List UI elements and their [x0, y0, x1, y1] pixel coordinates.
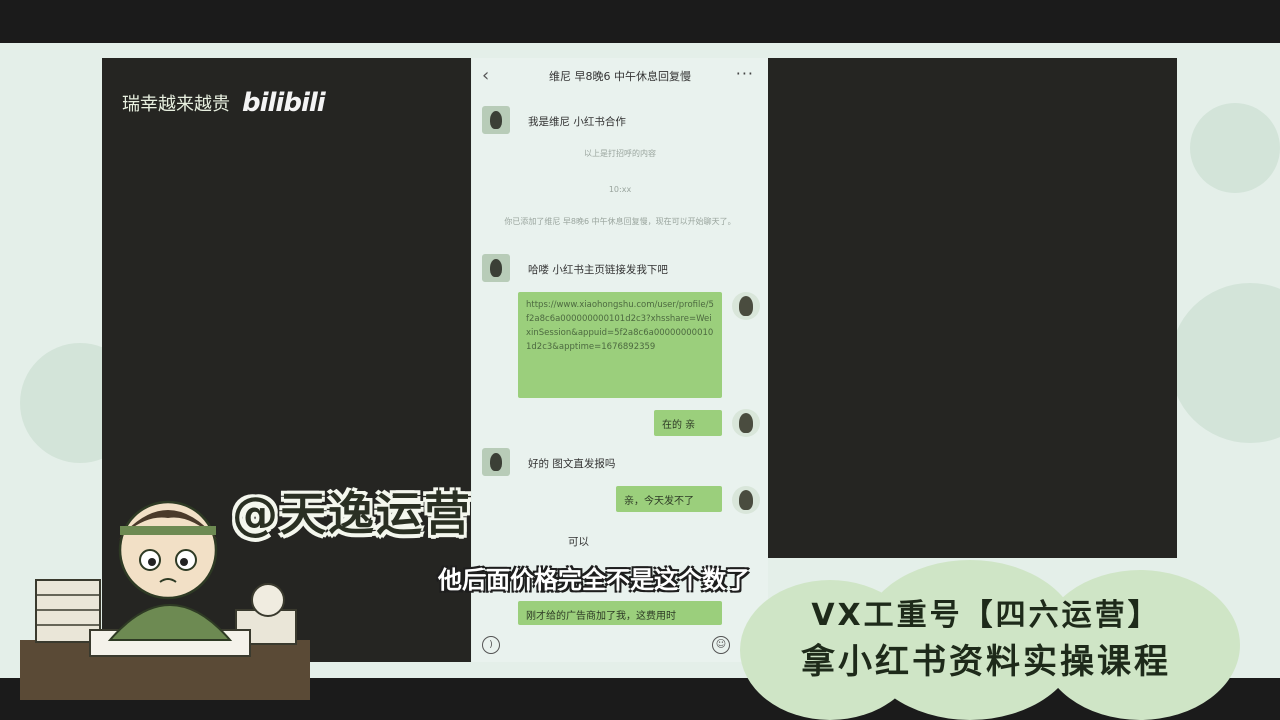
character-pupil	[180, 558, 188, 566]
system-timestamp: 10:xx	[492, 184, 748, 196]
character-body	[110, 605, 230, 640]
promo-title: VX工重号【四六运营】	[786, 590, 1186, 634]
contact-avatar[interactable]	[482, 254, 510, 282]
bilibili-logo: bilibili	[242, 88, 325, 118]
decor-circle	[1170, 283, 1280, 443]
headband	[120, 526, 216, 535]
self-avatar[interactable]	[732, 292, 760, 320]
contact-avatar[interactable]	[482, 448, 510, 476]
video-subtitle: 他后面价格完全不是这个数了	[438, 560, 750, 595]
self-avatar[interactable]	[732, 409, 760, 437]
system-message: 以上是打招呼的内容	[492, 148, 748, 160]
message-text: 可以	[568, 534, 589, 549]
chat-title: 维尼 早8晚6 中午休息回复慢	[472, 68, 768, 84]
watermark-text: 瑞幸越来越贵	[122, 90, 230, 116]
emoji-icon[interactable]: ☺	[712, 636, 730, 654]
message-text: 哈喽 小红书主页链接发我下吧	[528, 262, 668, 277]
system-message: 你已添加了维尼 早8晚6 中午休息回复慢，现在可以开始聊天了。	[492, 216, 748, 228]
link-message-bubble[interactable]: https://www.xiaohongshu.com/user/profile…	[518, 292, 722, 398]
promo-subtitle: 拿小红书资料实操课程	[786, 634, 1186, 683]
voice-icon[interactable]: )	[482, 636, 500, 654]
message-text: 好的 图文直发报吗	[528, 456, 615, 471]
brand-overlay: @天逸运营	[232, 478, 472, 544]
message-bubble[interactable]: 在的 亲	[654, 410, 722, 436]
decor-circle	[1190, 103, 1280, 193]
more-dots-icon[interactable]: ···	[736, 64, 754, 83]
message-bubble[interactable]: 亲，今天发不了	[616, 486, 722, 512]
channel-watermark: 瑞幸越来越贵 bilibili	[122, 88, 325, 118]
character-pupil	[148, 558, 156, 566]
chat-header: ‹ 维尼 早8晚6 中午休息回复慢 ···	[472, 58, 768, 94]
paper-roll	[252, 584, 284, 616]
chat-input-bar: ) ☺	[472, 626, 768, 662]
dark-panel-right	[768, 58, 1177, 558]
message-text: 我是维尼 小红书合作	[528, 114, 626, 129]
contact-avatar[interactable]	[482, 106, 510, 134]
letterbox-top	[0, 0, 1280, 43]
message-bubble[interactable]: 刚才给的广告商加了我，这费用时	[518, 601, 722, 625]
self-avatar[interactable]	[732, 486, 760, 514]
